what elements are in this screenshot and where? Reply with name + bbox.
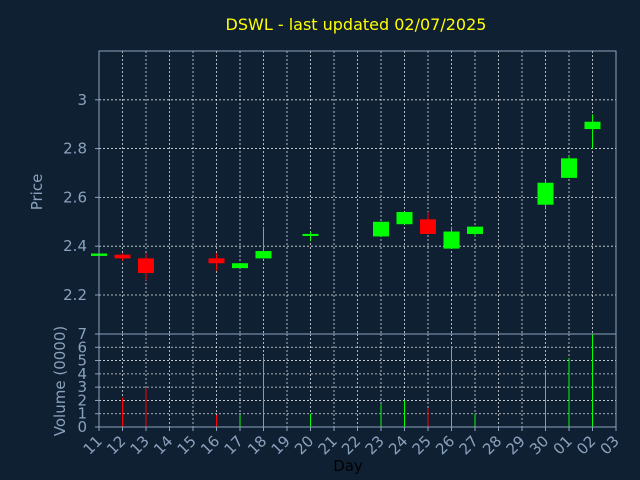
candle-body [584, 121, 601, 130]
price-tick-label: 2.8 [63, 140, 87, 158]
candle-body [232, 263, 248, 269]
candle [302, 231, 319, 242]
day-tick-label: 23 [362, 432, 388, 458]
volume-tick-label: 1 [77, 405, 87, 423]
volume-tick-label: 2 [77, 391, 87, 409]
candle [232, 263, 248, 269]
day-tick-label: 13 [127, 432, 153, 458]
volume-tick-label: 6 [77, 338, 87, 356]
volume-tick-label: 7 [77, 325, 87, 343]
price-axis-ticks: 2.2 2.4 2.6 2.8 3 [63, 91, 99, 304]
day-tick-label: 17 [221, 432, 247, 458]
candle-body [138, 258, 154, 274]
volume-tick-label: 0 [77, 418, 87, 436]
candle-body [561, 158, 577, 178]
candle [138, 253, 154, 281]
candle [561, 155, 577, 178]
day-tick-label: 29 [503, 432, 529, 458]
candle-body [537, 182, 554, 205]
candle-body [302, 233, 319, 236]
candle [420, 212, 436, 234]
candle [467, 226, 483, 237]
volume-tick-label: 5 [77, 352, 87, 370]
volume-axis-label: Volume (0000) [51, 326, 69, 436]
volume-tick-label: 3 [77, 378, 87, 396]
candle [255, 226, 272, 259]
volume-tick-label: 4 [77, 365, 87, 383]
day-tick-label: 28 [479, 432, 505, 458]
price-tick-label: 2.2 [63, 286, 87, 304]
candle [443, 226, 460, 249]
day-tick-label: 15 [174, 432, 200, 458]
day-tick-label: 03 [597, 432, 623, 458]
day-axis-ticks: 1112131415161718192021222324252627282930… [80, 427, 623, 458]
day-tick-label: 25 [409, 432, 435, 458]
day-tick-label: 19 [268, 432, 294, 458]
candle [537, 180, 554, 210]
candle-body [443, 231, 460, 249]
candle-body [114, 254, 131, 259]
day-tick-label: 26 [432, 432, 458, 458]
candle [373, 221, 389, 237]
day-tick-label: 11 [80, 432, 106, 458]
day-tick-label: 18 [244, 432, 270, 458]
candlesticks [91, 114, 601, 281]
day-tick-label: 02 [573, 432, 599, 458]
candle [396, 212, 413, 225]
day-tick-label: 01 [550, 432, 576, 458]
day-tick-label: 16 [197, 432, 223, 458]
day-tick-label: 21 [315, 432, 341, 458]
candle-body [208, 258, 225, 264]
day-tick-label: 24 [385, 432, 411, 458]
candle-body [255, 251, 272, 259]
day-tick-label: 20 [291, 432, 317, 458]
day-axis-label: Day [333, 457, 363, 475]
candle-body [420, 219, 436, 234]
candle-body [467, 226, 483, 234]
price-tick-label: 2.6 [63, 188, 87, 206]
candle [208, 253, 225, 271]
candle-body [396, 212, 413, 225]
volume-grid [99, 334, 616, 427]
day-tick-label: 27 [456, 432, 482, 458]
day-tick-label: 14 [150, 432, 176, 458]
volume-bars [122, 334, 593, 427]
day-tick-label: 30 [526, 432, 552, 458]
candle [584, 114, 601, 149]
chart-title: DSWL - last updated 02/07/2025 [226, 15, 487, 34]
price-tick-label: 2.4 [63, 237, 87, 255]
day-tick-label: 12 [103, 432, 129, 458]
price-axis-label: Price [28, 174, 46, 211]
candle-body [373, 221, 389, 237]
day-tick-label: 22 [338, 432, 364, 458]
price-tick-label: 3 [77, 91, 87, 109]
candle [114, 253, 131, 261]
